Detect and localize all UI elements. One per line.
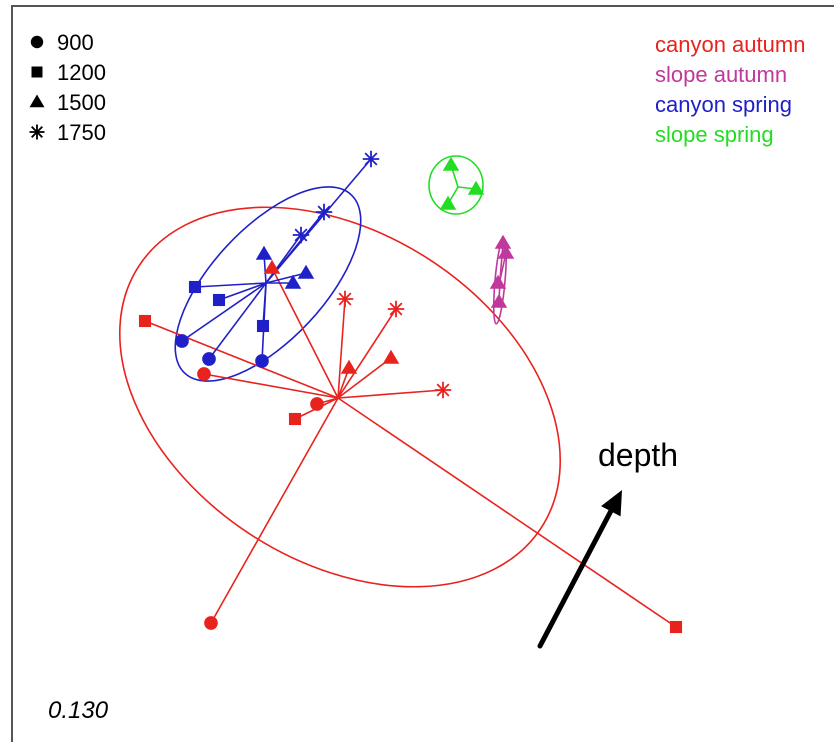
slope-spring-point-1500: [439, 195, 457, 210]
canyon-autumn-point-1750: [387, 300, 405, 318]
canyon-autumn-point-900: [197, 367, 211, 381]
canyon-spring-spoke: [218, 282, 267, 301]
canyon-autumn-spoke: [271, 267, 339, 399]
canyon-autumn-spoke: [210, 397, 339, 624]
canyon-spring-point-1500: [284, 274, 302, 289]
asterisk-stroke: [294, 228, 308, 242]
canyon-spring-point-1200: [188, 280, 202, 294]
slope-spring-ellipse: [428, 155, 484, 215]
asterisk-stroke: [317, 205, 331, 219]
canyon-spring-spoke: [265, 234, 302, 284]
canyon-autumn-spoke: [144, 320, 339, 399]
canyon-autumn-point-1500: [340, 359, 358, 374]
legend-canyon-autumn: canyon autumn: [655, 32, 805, 57]
canyon-spring-point-900: [175, 334, 189, 348]
canyon-spring-point-900: [202, 352, 216, 366]
canyon-spring-spoke: [265, 272, 307, 284]
canyon-autumn-spoke: [337, 298, 346, 399]
canyon-autumn-point-1750: [336, 290, 354, 308]
depth-arrow-head: [601, 490, 622, 517]
legend-depth-1750: 1750: [57, 120, 106, 145]
asterisk-stroke: [338, 292, 352, 306]
depth-legend: 900 1200 1500 1750: [29, 30, 106, 145]
canyon-spring-point-1200: [256, 319, 270, 333]
canyon-spring-point-1750: [292, 226, 310, 244]
slope-autumn-point-1500: [490, 293, 508, 308]
depth-arrow-shaft: [537, 504, 616, 649]
asterisk-stroke: [389, 302, 403, 316]
canyon-spring-point-1750: [362, 150, 380, 168]
stress-value: 0.130: [48, 697, 109, 724]
legend-depth-900: 900: [57, 30, 94, 55]
depth-vector: depth: [537, 437, 678, 649]
canyon-spring-spoke: [181, 282, 267, 342]
canyon-spring-spoke: [194, 282, 267, 288]
canyon-autumn-point-1500: [382, 349, 400, 364]
legend-symbol-triangle: [29, 94, 45, 108]
canyon-autumn-ellipse: [118, 206, 562, 588]
legend-symbol-circle: [30, 35, 44, 49]
canyon-spring-spoke: [208, 282, 267, 360]
canyon-autumn-point-1500: [263, 259, 281, 274]
canyon-spring-point-900: [255, 354, 269, 368]
legend-slope-autumn: slope autumn: [655, 62, 787, 87]
canyon-autumn-spoke: [337, 357, 392, 399]
slope-autumn-point-1500: [494, 234, 512, 249]
canyon-autumn-point-900: [204, 616, 218, 630]
canyon-spring-point-1200: [212, 293, 226, 307]
data-points: [138, 150, 683, 634]
legend-symbol-asterisk: [29, 124, 45, 140]
canyon-spring-ellipse: [174, 186, 362, 382]
canyon-autumn-point-1200: [138, 314, 152, 328]
canyon-spring-point-1500: [297, 264, 315, 279]
depth-vector-label: depth: [598, 437, 678, 473]
group-legend: canyon autumn slope autumn canyon spring sl…: [655, 32, 805, 147]
canyon-autumn-spoke: [337, 397, 677, 628]
asterisk-stroke: [31, 126, 43, 138]
asterisk-stroke: [364, 152, 378, 166]
canyon-autumn-spoke: [337, 308, 397, 399]
canyon-spring-point-1500: [255, 245, 273, 260]
slope-spring-point-1500: [467, 180, 485, 195]
legend-symbol-square: [31, 66, 43, 78]
canyon-autumn-point-1200: [669, 620, 683, 634]
asterisk-stroke: [436, 383, 450, 397]
slope-autumn-spoke: [499, 242, 504, 281]
centroid-spokes: [144, 158, 677, 628]
slope-autumn-point-1500: [489, 274, 507, 289]
legend-depth-1500: 1500: [57, 90, 106, 115]
canyon-autumn-spoke: [337, 389, 444, 399]
canyon-autumn-point-900: [310, 397, 324, 411]
slope-spring-point-1500: [442, 156, 460, 171]
canyon-spring-point-1750: [315, 203, 333, 221]
plot-frame: [11, 5, 834, 742]
legend-depth-1200: 1200: [57, 60, 106, 85]
canyon-autumn-point-1750: [434, 381, 452, 399]
canyon-autumn-point-1200: [288, 412, 302, 426]
legend-slope-spring: slope spring: [655, 122, 774, 147]
canyon-autumn-spoke: [203, 373, 339, 399]
legend-canyon-spring: canyon spring: [655, 92, 792, 117]
slope-autumn-point-1500: [497, 244, 515, 259]
